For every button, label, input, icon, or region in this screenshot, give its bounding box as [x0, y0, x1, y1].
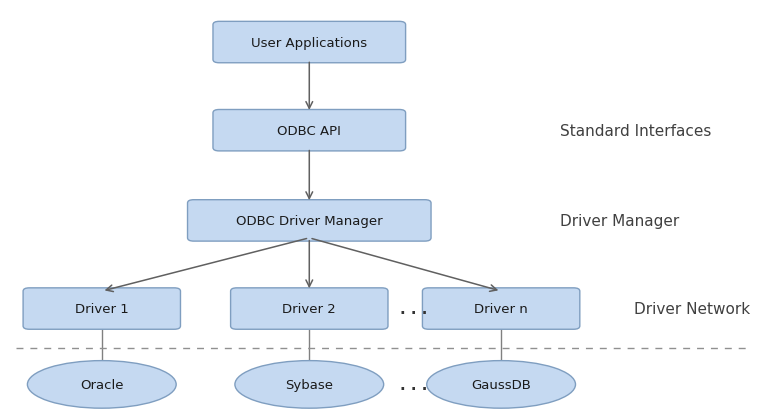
FancyBboxPatch shape	[213, 22, 406, 63]
Text: Driver 2: Driver 2	[283, 302, 336, 315]
Text: Driver Manager: Driver Manager	[560, 213, 679, 228]
FancyBboxPatch shape	[230, 288, 388, 330]
Text: ODBC Driver Manager: ODBC Driver Manager	[236, 214, 383, 227]
Ellipse shape	[27, 361, 176, 408]
Text: Sybase: Sybase	[285, 378, 334, 391]
Text: Standard Interfaces: Standard Interfaces	[560, 124, 711, 138]
Text: . . .: . . .	[400, 377, 427, 392]
FancyBboxPatch shape	[213, 110, 406, 151]
Text: Oracle: Oracle	[80, 378, 124, 391]
Text: . . .: . . .	[400, 301, 427, 316]
Text: GaussDB: GaussDB	[471, 378, 531, 391]
FancyBboxPatch shape	[188, 200, 431, 241]
Text: Driver n: Driver n	[474, 302, 528, 315]
Ellipse shape	[427, 361, 576, 408]
Text: ODBC API: ODBC API	[277, 124, 341, 137]
Ellipse shape	[235, 361, 384, 408]
Text: Driver 1: Driver 1	[75, 302, 128, 315]
FancyBboxPatch shape	[423, 288, 579, 330]
Text: User Applications: User Applications	[251, 36, 367, 49]
Text: Driver Network: Driver Network	[634, 301, 750, 316]
FancyBboxPatch shape	[23, 288, 181, 330]
